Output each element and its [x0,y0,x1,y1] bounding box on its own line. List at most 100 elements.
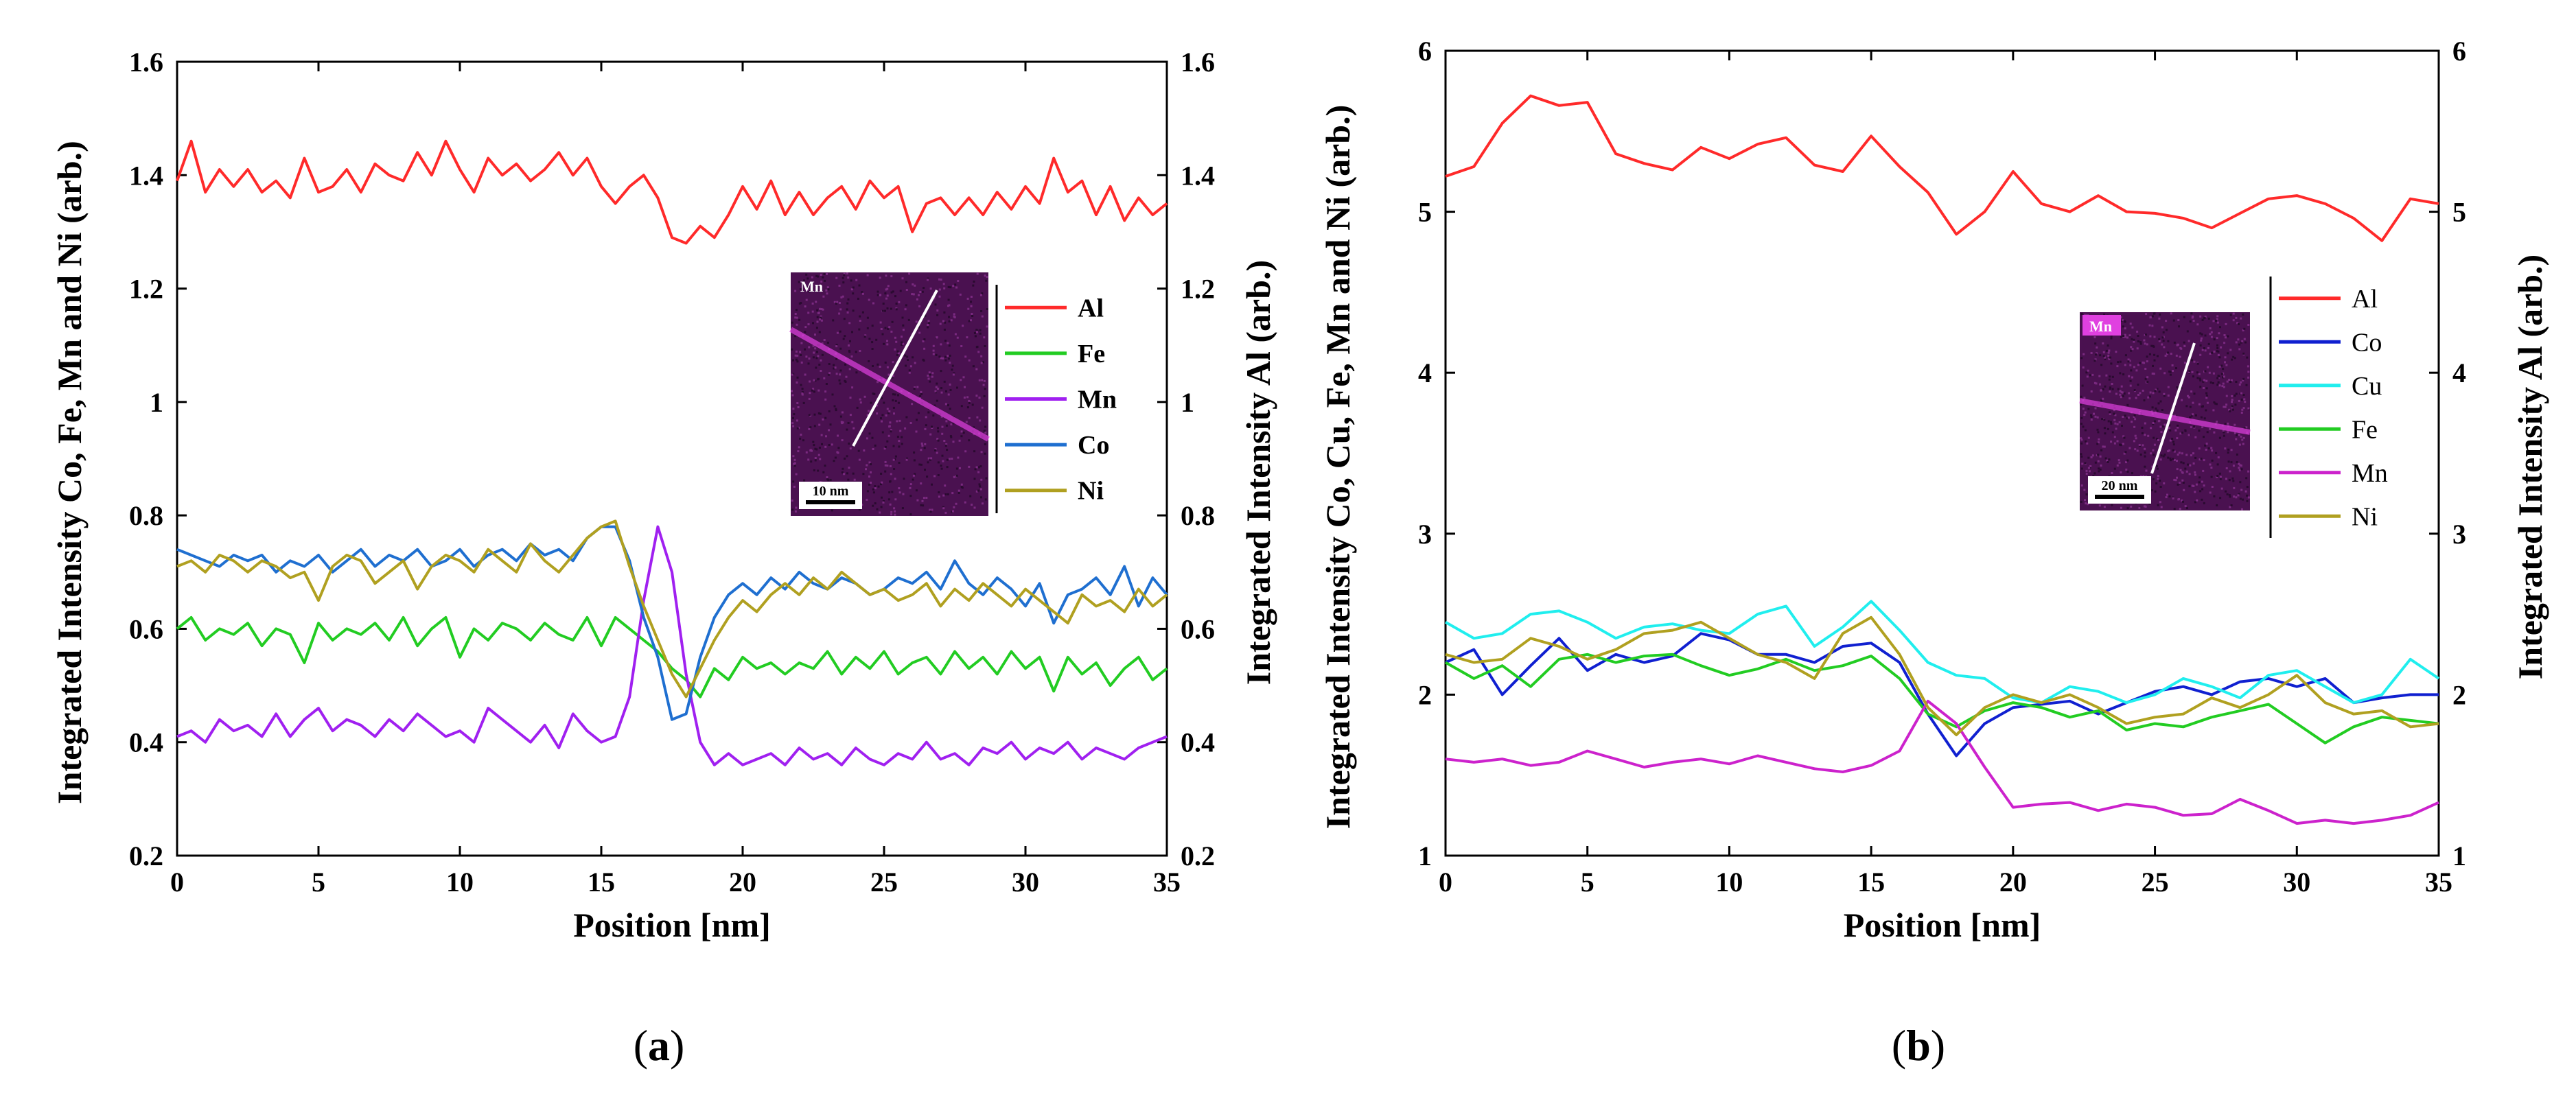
panel-b-inset-speckle [2156,467,2159,470]
panel-a-inset-speckle [833,460,835,462]
panel-a-inset-speckle [839,369,842,372]
panel-a-legend-label-ni: Ni [1078,477,1104,506]
panel-a-series-fe-line [176,615,1168,698]
panel-b-inset-speckle [2114,422,2117,425]
panel-a-inset-speckle [833,367,835,370]
panel-a-y-tick-label-left: 1.6 [129,47,163,78]
panel-a-inset-speckle [850,288,853,291]
panel-a-series-co-line [176,525,1168,721]
panel-b-inset-speckle [2144,377,2147,380]
panel-b-inset-speckle [2167,395,2170,397]
panel-a-inset-speckle [923,338,926,341]
panel-a-inset-speckle [846,272,848,274]
panel-b-inset-speckle [2206,401,2209,404]
panel-b-x-tick-label: 30 [2283,867,2310,897]
panel-b-inset-speckle [2159,400,2162,403]
panel-a-inset-speckle [975,346,978,349]
panel-a-x-tick-label: 25 [870,867,898,897]
panel-b-inset-speckle [2161,336,2164,339]
panel-b-inset-speckle [2080,395,2082,398]
panel-b-inset-speckle [2228,494,2231,496]
panel-a-inset-speckle [957,280,960,282]
panel-b-inset-speckle [2230,379,2233,381]
panel-a-inset-speckle [936,451,938,454]
panel-b-inset-speckle [2144,505,2147,508]
panel-b-inset-speckle [2223,431,2225,434]
panel-b-inset-speckle [2243,338,2246,340]
panel-b-inset-speckle [2203,317,2205,320]
panel-a-inset-speckle [928,371,931,374]
panel-a-inset-speckle [873,392,876,395]
panel-a-inset-speckle [877,381,879,384]
panel-a-inset-speckle [897,394,899,397]
panel-a-inset-speckle [875,338,878,341]
panel-b-inset-speckle [2156,438,2159,441]
panel-a-inset-speckle [811,449,813,452]
panel-b-inset-speckle [2146,381,2149,383]
panel-a-inset-speckle [904,354,907,357]
panel-b-inset-speckle [2239,481,2242,484]
panel-a-inset-speckle [864,334,867,337]
panel-b-inset-speckle [2109,387,2111,390]
panel-a-inset-speckle [872,392,874,395]
panel-b-inset-speckle [2120,316,2122,318]
panel-a-inset-speckle [914,362,916,364]
panel-a-inset-speckle [920,504,923,506]
panel-a-inset-speckle [890,510,893,513]
panel-a-inset-speckle [887,434,890,437]
panel-b-inset-speckle [2174,479,2177,482]
panel-b-inset-speckle [2188,340,2190,342]
panel-b-inset-speckle [2083,489,2086,491]
panel-b-inset-speckle [2168,371,2171,373]
panel-b-inset-speckle [2107,427,2109,430]
panel-b-inset-speckle [2224,356,2227,359]
panel-b-inset-speckle [2217,381,2220,384]
panel-a-inset-speckle [982,361,984,364]
panel-b-inset-speckle [2246,500,2249,502]
panel-b-inset-speckle [2232,408,2234,411]
panel-a-inset-speckle [901,436,903,438]
panel-b-inset-speckle [2094,461,2097,464]
panel-b-inset-speckle [2102,397,2104,400]
panel-a-inset-speckle [903,478,905,480]
panel-b-inset-speckle [2085,472,2088,475]
panel-a-inset-speckle [879,511,881,514]
panel-b-inset-speckle [2230,504,2233,506]
panel-a-inset-speckle [968,465,971,468]
panel-b-inset-speckle [2200,458,2203,460]
panel-a-inset-speckle [946,449,949,451]
panel-b-inset-speckle [2247,407,2250,410]
panel-b-inset-speckle [2119,360,2122,363]
panel-a-inset-speckle [920,482,923,485]
panel-a-inset-speckle [914,386,916,389]
panel-a-inset-speckle [820,315,822,318]
panel-a-inset-speckle [941,432,944,435]
panel-b-inset-speckle [2121,425,2123,427]
panel-b-inset-speckle [2149,335,2152,338]
panel-b-inset-speckle [2179,482,2181,484]
panel-a-inset-speckle [811,287,814,290]
panel-a-inset-speckle [890,429,892,432]
panel-b-inset-speckle [2242,394,2245,396]
panel-b-inset-speckle [2161,409,2163,411]
panel-a-inset-speckle [818,423,821,426]
panel-a-inset-speckle [898,440,901,443]
panel-a-inset-speckle [800,361,803,364]
panel-a-inset-speckle [905,289,908,291]
panel-a-inset-speckle [796,354,799,357]
panel-b-y-tick-label-left: 5 [1418,197,1432,228]
panel-a-y-tick-label-left: 1 [150,387,163,418]
panel-b-inset-speckle [2104,457,2107,460]
panel-b-y-tick-label-left: 3 [1418,519,1432,550]
panel-a-inset-label: Mn [800,278,823,295]
panel-b-inset-speckle [2233,486,2236,489]
panel-a-inset-speckle [984,345,986,347]
panel-a-inset-speckle [839,330,842,333]
panel-b-inset-speckle [2144,505,2146,508]
panel-b-inset-speckle [2080,484,2083,487]
panel-a-inset-speckle [847,478,850,481]
panel-a-inset-speckle [942,283,945,285]
panel-a-inset-speckle [837,434,839,437]
panel-b-inset-label-bg [2082,315,2121,336]
panel-a-inset-speckle [866,490,869,493]
